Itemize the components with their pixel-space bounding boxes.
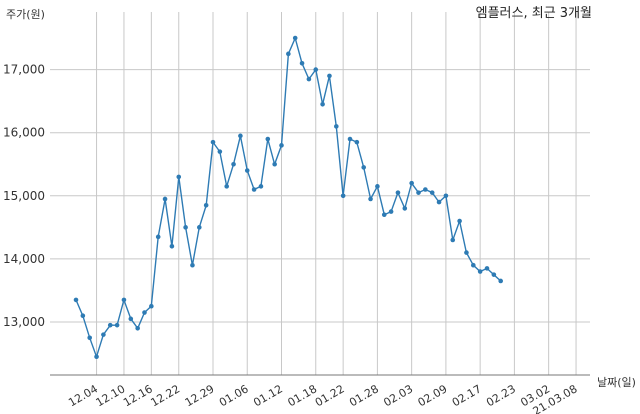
x-tick-label: 01.06 bbox=[217, 382, 251, 409]
data-point bbox=[142, 310, 147, 315]
data-point bbox=[107, 322, 113, 328]
chart-title: 엠플러스, 최근 3개월 bbox=[476, 6, 592, 21]
x-tick-label: 02.23 bbox=[484, 382, 518, 409]
y-tick-label: 17,000 bbox=[3, 63, 45, 77]
data-point bbox=[306, 76, 312, 82]
x-tick-label: 02.03 bbox=[381, 382, 415, 409]
series bbox=[73, 35, 504, 360]
data-point bbox=[114, 322, 120, 328]
data-point bbox=[101, 332, 106, 337]
data-point bbox=[340, 193, 346, 199]
data-point bbox=[347, 136, 353, 142]
x-tick-label: 01.12 bbox=[251, 382, 285, 409]
data-point bbox=[135, 326, 140, 331]
data-point bbox=[149, 303, 154, 309]
data-point bbox=[313, 67, 319, 72]
data-point bbox=[416, 190, 421, 195]
x-tick-label: 12.04 bbox=[66, 382, 100, 409]
data-point bbox=[128, 316, 134, 322]
data-point bbox=[272, 161, 277, 167]
data-point bbox=[279, 143, 284, 148]
data-point bbox=[169, 243, 175, 249]
data-point bbox=[354, 139, 360, 145]
x-tick-label: 02.17 bbox=[450, 382, 484, 409]
data-point bbox=[443, 193, 449, 199]
x-tick-label: 12.16 bbox=[121, 382, 155, 409]
y-tick-labels: 13,000 14,000 15,000 16,000 17,000 bbox=[3, 63, 45, 329]
x-axis-title: 날짜(일) bbox=[597, 375, 636, 389]
data-point bbox=[203, 202, 209, 208]
data-point bbox=[491, 272, 497, 277]
data-point bbox=[429, 190, 435, 195]
data-point bbox=[450, 237, 456, 243]
data-point bbox=[334, 124, 339, 129]
data-point bbox=[484, 266, 490, 271]
data-point bbox=[464, 250, 469, 255]
data-point bbox=[498, 278, 504, 284]
data-point bbox=[231, 161, 236, 167]
data-point bbox=[375, 184, 380, 189]
data-point bbox=[224, 184, 229, 189]
data-point bbox=[155, 234, 161, 240]
data-point bbox=[197, 225, 202, 230]
data-point bbox=[80, 313, 86, 318]
data-point bbox=[258, 184, 264, 189]
data-point bbox=[265, 136, 271, 142]
data-point bbox=[299, 60, 305, 66]
data-point bbox=[423, 187, 428, 192]
x-tick-label: 02.09 bbox=[416, 382, 450, 409]
y-tick-label: 15,000 bbox=[3, 189, 45, 203]
data-point bbox=[327, 73, 332, 79]
data-point bbox=[409, 180, 414, 186]
data-point bbox=[210, 139, 216, 145]
y-tick-label: 13,000 bbox=[3, 315, 45, 329]
x-tick-label: 01.28 bbox=[347, 382, 381, 409]
x-tick-label: 01.18 bbox=[285, 382, 319, 409]
data-point bbox=[183, 225, 188, 230]
data-point bbox=[94, 354, 99, 360]
y-axis-title: 주가(원) bbox=[6, 8, 45, 21]
y-tick-label: 16,000 bbox=[3, 126, 45, 140]
x-tick-label: 12.22 bbox=[148, 382, 182, 409]
data-point bbox=[402, 206, 408, 211]
data-point bbox=[244, 168, 250, 173]
data-point bbox=[217, 149, 223, 154]
data-point bbox=[190, 262, 195, 268]
data-point bbox=[251, 187, 257, 192]
data-point bbox=[395, 190, 401, 195]
data-point bbox=[477, 269, 483, 274]
data-point bbox=[381, 212, 387, 218]
data-point bbox=[162, 196, 168, 202]
data-point bbox=[436, 199, 442, 205]
data-point bbox=[320, 102, 325, 107]
data-point bbox=[87, 335, 92, 341]
data-point bbox=[176, 174, 182, 180]
data-point bbox=[286, 51, 291, 57]
data-point bbox=[368, 196, 373, 202]
data-point bbox=[121, 297, 127, 303]
x-tick-label: 12.29 bbox=[183, 382, 217, 409]
data-point bbox=[457, 218, 462, 224]
data-point bbox=[471, 262, 476, 268]
x-tick-label: 01.22 bbox=[313, 382, 347, 409]
data-point bbox=[73, 297, 79, 303]
series-line bbox=[75, 35, 502, 359]
x-tick-label: 12.10 bbox=[94, 382, 128, 409]
data-point bbox=[361, 165, 367, 170]
data-point bbox=[388, 209, 394, 214]
data-point bbox=[292, 35, 298, 41]
data-point bbox=[238, 133, 243, 139]
y-tick-label: 14,000 bbox=[3, 252, 45, 266]
